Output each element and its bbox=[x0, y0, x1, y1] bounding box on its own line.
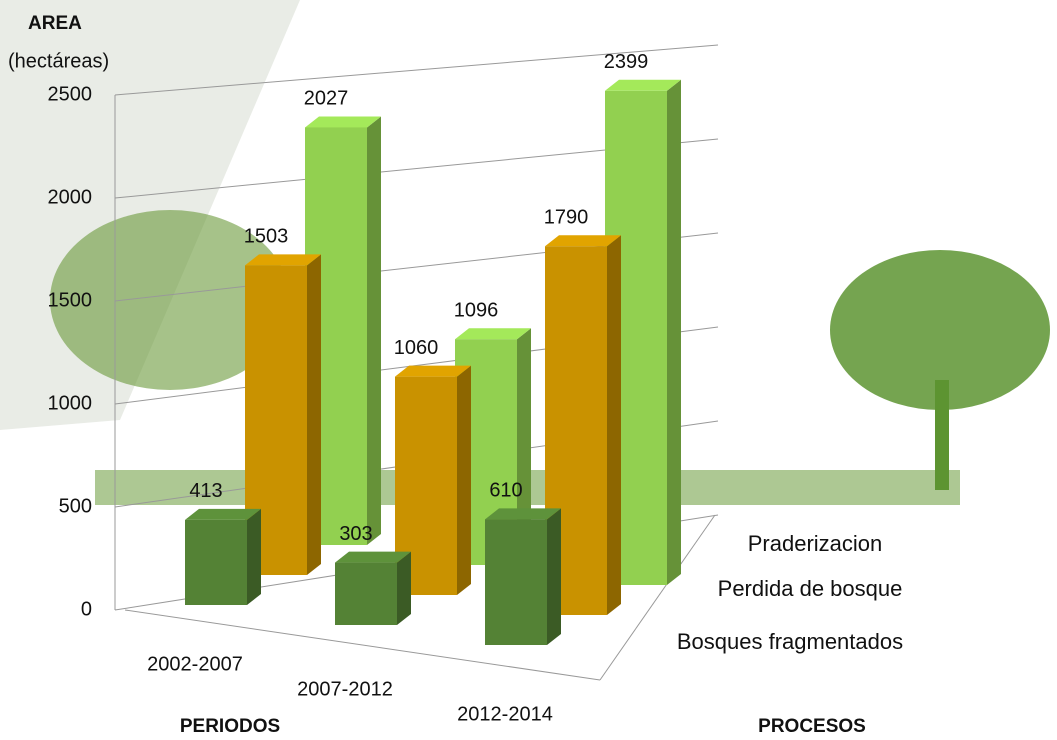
x-tick-label: 2012-2014 bbox=[457, 703, 553, 725]
bar-top bbox=[185, 508, 261, 520]
bar bbox=[305, 116, 381, 546]
bar-side bbox=[367, 116, 381, 546]
grid-line bbox=[114, 44, 719, 96]
value-label: 2027 bbox=[304, 88, 349, 110]
z-tick-label: Praderizacion bbox=[748, 531, 883, 556]
y-axis-unit: (hectáreas) bbox=[8, 50, 109, 72]
z-tick-label: Perdida de bosque bbox=[718, 576, 903, 601]
y-tick-label: 1500 bbox=[48, 289, 93, 311]
y-axis-title: AREA bbox=[28, 13, 82, 34]
bar-front bbox=[485, 519, 547, 645]
z-tick-label: Bosques fragmentados bbox=[677, 629, 903, 654]
value-label: 1096 bbox=[454, 300, 499, 322]
value-label: 2399 bbox=[604, 51, 649, 73]
bar-side bbox=[307, 254, 321, 575]
bar-top bbox=[485, 508, 561, 520]
bar-top bbox=[455, 328, 531, 340]
bar-side bbox=[667, 79, 681, 585]
bar bbox=[245, 254, 321, 575]
bar-front bbox=[335, 562, 397, 625]
value-label: 1503 bbox=[244, 226, 289, 248]
z-axis-title: PROCESOS bbox=[758, 716, 866, 737]
bar-side bbox=[397, 551, 411, 625]
bar-top bbox=[335, 551, 411, 563]
background-trunk bbox=[935, 380, 949, 490]
bar-top bbox=[305, 116, 381, 128]
bar-side bbox=[547, 508, 561, 645]
y-tick-label: 1000 bbox=[48, 392, 93, 414]
bar-side bbox=[607, 235, 621, 615]
value-label: 1060 bbox=[394, 337, 439, 359]
bar bbox=[185, 508, 261, 605]
value-label: 413 bbox=[189, 480, 222, 502]
bar-side bbox=[517, 328, 531, 565]
floor-side-edge bbox=[599, 514, 716, 681]
bar-top bbox=[545, 235, 621, 247]
x-tick-label: 2007-2012 bbox=[297, 678, 393, 700]
bar-top bbox=[395, 365, 471, 377]
bar-top bbox=[245, 254, 321, 266]
y-tick-label: 0 bbox=[81, 598, 92, 620]
background-tree bbox=[830, 250, 1050, 410]
background-tree bbox=[50, 210, 290, 390]
y-tick-label: 500 bbox=[59, 495, 92, 517]
y-tick-label: 2500 bbox=[48, 83, 93, 105]
bar bbox=[335, 551, 411, 625]
floor-front-edge bbox=[124, 609, 601, 681]
bar-front bbox=[185, 519, 247, 605]
bar-side bbox=[247, 508, 261, 605]
bar-top bbox=[605, 79, 681, 91]
bar-side bbox=[457, 365, 471, 595]
bar bbox=[485, 508, 561, 645]
x-tick-label: 2002-2007 bbox=[147, 653, 243, 675]
y-tick-label: 2000 bbox=[48, 186, 93, 208]
value-label: 610 bbox=[489, 480, 522, 502]
x-axis-title: PERIODOS bbox=[180, 716, 280, 737]
value-label: 1790 bbox=[544, 207, 589, 229]
value-label: 303 bbox=[339, 523, 372, 545]
